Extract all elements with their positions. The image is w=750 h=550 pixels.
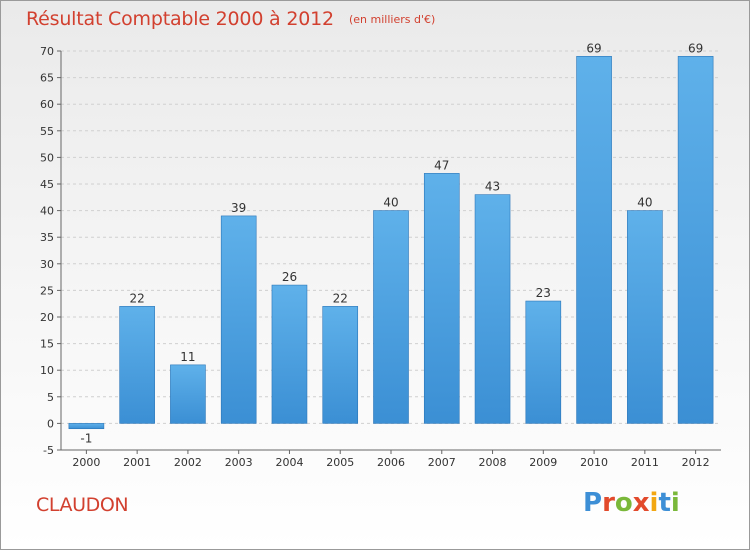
data-label: 69 bbox=[586, 41, 601, 55]
logo-letter: t bbox=[658, 488, 671, 518]
y-tick-label: 65 bbox=[40, 72, 54, 85]
x-tick-label: 2000 bbox=[72, 456, 100, 469]
logo-letter: i bbox=[670, 488, 680, 518]
data-label: 23 bbox=[536, 286, 551, 300]
y-tick-label: 5 bbox=[47, 391, 54, 404]
logo-letter: o bbox=[614, 488, 633, 518]
data-label: 47 bbox=[434, 158, 449, 172]
data-label: 11 bbox=[180, 350, 195, 364]
bar-2006 bbox=[373, 210, 409, 424]
x-tick-label: 2010 bbox=[580, 456, 608, 469]
y-tick-label: 30 bbox=[40, 258, 54, 271]
bar-2009 bbox=[525, 300, 562, 424]
logo-letter: r bbox=[602, 488, 615, 518]
bar-2004 bbox=[271, 284, 308, 424]
bar-2012 bbox=[677, 56, 714, 424]
x-tick-label: 2009 bbox=[529, 456, 557, 469]
bar-2002 bbox=[170, 364, 206, 424]
y-tick-label: 70 bbox=[40, 45, 54, 58]
data-label: 40 bbox=[383, 196, 398, 210]
y-tick-label: 55 bbox=[40, 125, 54, 138]
data-label: 40 bbox=[637, 196, 652, 210]
data-labels: -1 22 11 39 26 22 40 47 43 23 69 40 69 bbox=[80, 41, 703, 445]
x-tick-label: 2008 bbox=[479, 456, 507, 469]
bar-2001 bbox=[119, 306, 155, 424]
y-tick-label: 25 bbox=[40, 284, 54, 297]
logo-letter: P bbox=[583, 488, 603, 518]
x-tick-label: 2005 bbox=[326, 456, 354, 469]
logo-letter: x bbox=[632, 488, 650, 518]
y-tick-label: 50 bbox=[40, 151, 54, 164]
y-tick-label: 60 bbox=[40, 98, 54, 111]
bar-2003 bbox=[220, 215, 257, 424]
chart-subtitle: (en milliers d'€) bbox=[348, 13, 436, 26]
logo-letter: i bbox=[649, 488, 659, 518]
y-tick-label: 0 bbox=[47, 417, 54, 430]
y-tick-label: 15 bbox=[40, 338, 54, 351]
bar-2010 bbox=[576, 56, 612, 424]
y-tick-label: 45 bbox=[40, 178, 54, 191]
town-name: CLAUDON bbox=[36, 494, 129, 516]
data-label: 43 bbox=[485, 180, 500, 194]
x-tick-label: 2002 bbox=[174, 456, 202, 469]
bar-2008 bbox=[474, 194, 511, 424]
axes bbox=[57, 50, 721, 454]
y-tick-label: -5 bbox=[43, 444, 54, 457]
chart-header: Résultat Comptable 2000 à 2012 (en milli… bbox=[26, 8, 435, 30]
bar-2007 bbox=[423, 173, 460, 424]
x-tick-label: 2007 bbox=[428, 456, 456, 469]
bar-2000 bbox=[68, 423, 105, 430]
bars bbox=[68, 56, 714, 430]
chart-title: Résultat Comptable 2000 à 2012 bbox=[26, 8, 334, 30]
data-label: 26 bbox=[282, 270, 297, 284]
x-tick-label: 2004 bbox=[275, 456, 303, 469]
x-tick-label: 2011 bbox=[631, 456, 659, 469]
y-tick-label: 40 bbox=[40, 205, 54, 218]
bar-2005 bbox=[322, 306, 359, 424]
x-tick-label: 2003 bbox=[225, 456, 253, 469]
bar-2011 bbox=[627, 210, 663, 424]
proxiti-logo: Proxiti bbox=[583, 488, 680, 518]
x-tick-label: 2006 bbox=[377, 456, 405, 469]
y-tick-labels: -5 0 5 10 15 20 25 30 35 40 45 50 55 60 65 70 bbox=[40, 45, 54, 457]
data-label: 22 bbox=[333, 291, 348, 305]
x-tick-labels: 2000 2001 2002 2003 2004 2005 2006 2007 2008 2009… bbox=[72, 456, 709, 469]
x-tick-label: 2012 bbox=[682, 456, 710, 469]
x-tick-label: 2001 bbox=[123, 456, 151, 469]
data-label: 69 bbox=[688, 41, 703, 55]
data-label: 22 bbox=[130, 291, 145, 305]
y-tick-label: 35 bbox=[40, 231, 54, 244]
data-label: -1 bbox=[80, 432, 92, 446]
data-label: 39 bbox=[231, 201, 246, 215]
y-tick-label: 10 bbox=[40, 364, 54, 377]
y-tick-label: 20 bbox=[40, 311, 54, 324]
